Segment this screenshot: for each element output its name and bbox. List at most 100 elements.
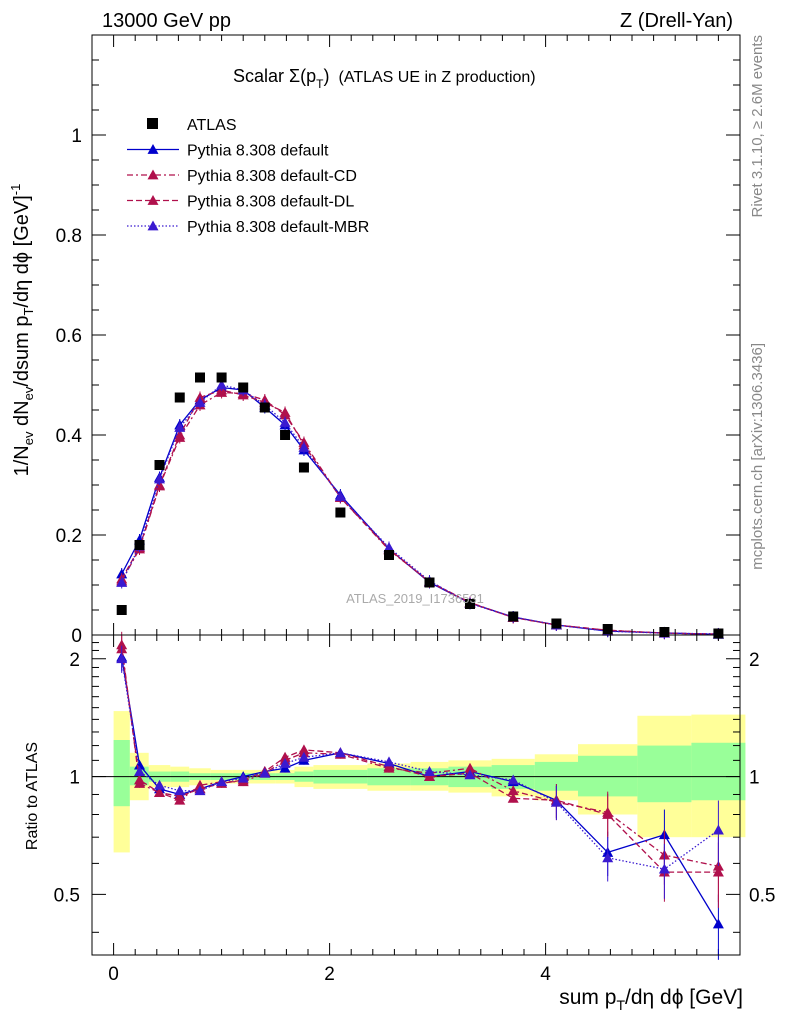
- ratio-point-4: [464, 769, 476, 780]
- x-tick-label: 0: [108, 964, 119, 985]
- ratio-y-axis-label: Ratio to ATLAS: [24, 742, 41, 850]
- data-point: [216, 372, 227, 383]
- ratio-point-4: [194, 785, 206, 796]
- ratio-point-1: [712, 918, 724, 929]
- series-point-4: [216, 379, 228, 390]
- ratio-point-4: [550, 796, 562, 807]
- y-tick-label: 1: [71, 126, 82, 147]
- ratio-point-4: [602, 852, 614, 863]
- ratio-point-4: [134, 766, 146, 776]
- legend-label-1: Pythia 8.308 default: [187, 143, 329, 160]
- series-point-4: [154, 473, 165, 484]
- ratio-tick-label-left: 2: [69, 650, 80, 671]
- ratio-point-3: [507, 792, 519, 803]
- data-point: [335, 507, 346, 518]
- header-right: Z (Drell-Yan): [620, 10, 733, 32]
- legend: ATLAS Pythia 8.308 default Pythia 8.308 de…: [127, 117, 369, 236]
- data-point: [298, 462, 309, 473]
- mcplots-label: mcplots.cern.ch [arXiv:1306.3436]: [749, 343, 766, 570]
- data-point: [134, 540, 145, 550]
- ratio-point-1: [134, 759, 146, 770]
- ratio-point-4: [383, 756, 395, 767]
- legend-label-2: Pythia 8.308 default-CD: [187, 168, 357, 185]
- legend-label-4: Pythia 8.308 default-MBR: [187, 219, 369, 236]
- data-point: [195, 372, 205, 383]
- data-point: [174, 392, 185, 403]
- series-point-4: [298, 442, 310, 452]
- rivet-label: Rivet 3.1.10, ≥ 2.6M events: [749, 35, 766, 218]
- y-tick-label: 0: [71, 626, 82, 647]
- ratio-point-3: [424, 771, 435, 781]
- uncertainty-band-stat: [637, 745, 692, 803]
- ratio-point-4: [424, 766, 435, 776]
- ratio-point-4: [712, 824, 724, 835]
- data-point: [465, 599, 475, 609]
- ratio-point-3: [279, 751, 291, 762]
- main-panel: 0 2 4 0 0.2 0.4 0.6 0.8 1: [56, 34, 741, 985]
- data-point: [154, 460, 165, 470]
- ratio-tick-label-right: 1: [749, 768, 760, 789]
- legend-marker-1: [147, 144, 159, 154]
- ratio-point-4: [237, 772, 249, 783]
- ratio-point-4: [334, 747, 346, 758]
- x-tick-label: 2: [324, 964, 335, 985]
- uncertainty-band-stat: [691, 742, 746, 801]
- data-point: [259, 402, 270, 413]
- series-point-4: [194, 397, 206, 407]
- ratio-point-3: [174, 790, 186, 801]
- series-point-4: [383, 542, 395, 552]
- data-point: [551, 618, 562, 629]
- ratio-tick-label-left: 0.5: [54, 885, 80, 906]
- ratio-tick-label-right: 0.5: [749, 885, 775, 906]
- ratio-point-4: [298, 751, 310, 762]
- ratio-point-3: [154, 787, 165, 797]
- data-point: [424, 577, 435, 588]
- legend-label-3: Pythia 8.308 default-DL: [187, 194, 354, 211]
- ratio-point-2: [507, 785, 519, 796]
- y-tick-label: 0.6: [56, 326, 82, 347]
- series-point-4: [334, 491, 346, 501]
- ratio-panel: 0.5 0.5 1 1 2 2: [54, 631, 775, 960]
- y-tick-label: 0.4: [56, 426, 83, 447]
- legend-marker-2: [147, 169, 159, 180]
- ratio-point-4: [658, 863, 670, 874]
- uncertainty-band-stat: [113, 740, 130, 807]
- ratio-point-4: [216, 776, 228, 787]
- ratio-point-4: [279, 757, 291, 768]
- header-left: 13000 GeV pp: [102, 10, 231, 32]
- ratio-point-3: [298, 744, 310, 755]
- ratio-tick-label-right: 2: [749, 650, 760, 671]
- ratio-point-3: [134, 774, 146, 785]
- ratio-point-3: [712, 866, 724, 877]
- data-point: [602, 624, 613, 634]
- legend-marker-4: [147, 220, 159, 231]
- series-point-4: [279, 417, 291, 427]
- analysis-watermark: ATLAS_2019_I1736531: [346, 591, 484, 606]
- ratio-point-4: [116, 653, 128, 664]
- ratio-point-4: [259, 767, 271, 778]
- data-point: [280, 430, 291, 440]
- data-point: [508, 611, 519, 622]
- y-tick-label: 0.2: [56, 526, 82, 547]
- ratio-point-4: [174, 785, 186, 796]
- plot-title: Scalar Σ(pT) (ATLAS UE in Z production): [233, 66, 536, 91]
- series-point-3: [279, 407, 291, 417]
- series-point-3: [174, 429, 186, 440]
- data-point: [116, 605, 127, 615]
- x-tick-label: 4: [540, 964, 551, 985]
- ratio-tick-label-left: 1: [69, 768, 80, 789]
- series-point-4: [116, 577, 128, 587]
- ratio-point-4: [507, 774, 519, 785]
- legend-label-atlas: ATLAS: [187, 117, 237, 134]
- data-point: [384, 550, 394, 560]
- ratio-point-3: [602, 808, 614, 819]
- x-axis-label: sum pT/dη dϕ [GeV]: [559, 986, 743, 1013]
- legend-marker-atlas: [147, 118, 158, 129]
- data-point: [659, 627, 670, 637]
- y-tick-label: 0.8: [56, 226, 82, 247]
- series-point-4: [174, 422, 186, 432]
- y-axis-label: 1/Nev dNev/dsum pT/dη dϕ [GeV]-1: [8, 184, 36, 477]
- ratio-frame: [91, 634, 741, 956]
- data-point: [238, 382, 249, 393]
